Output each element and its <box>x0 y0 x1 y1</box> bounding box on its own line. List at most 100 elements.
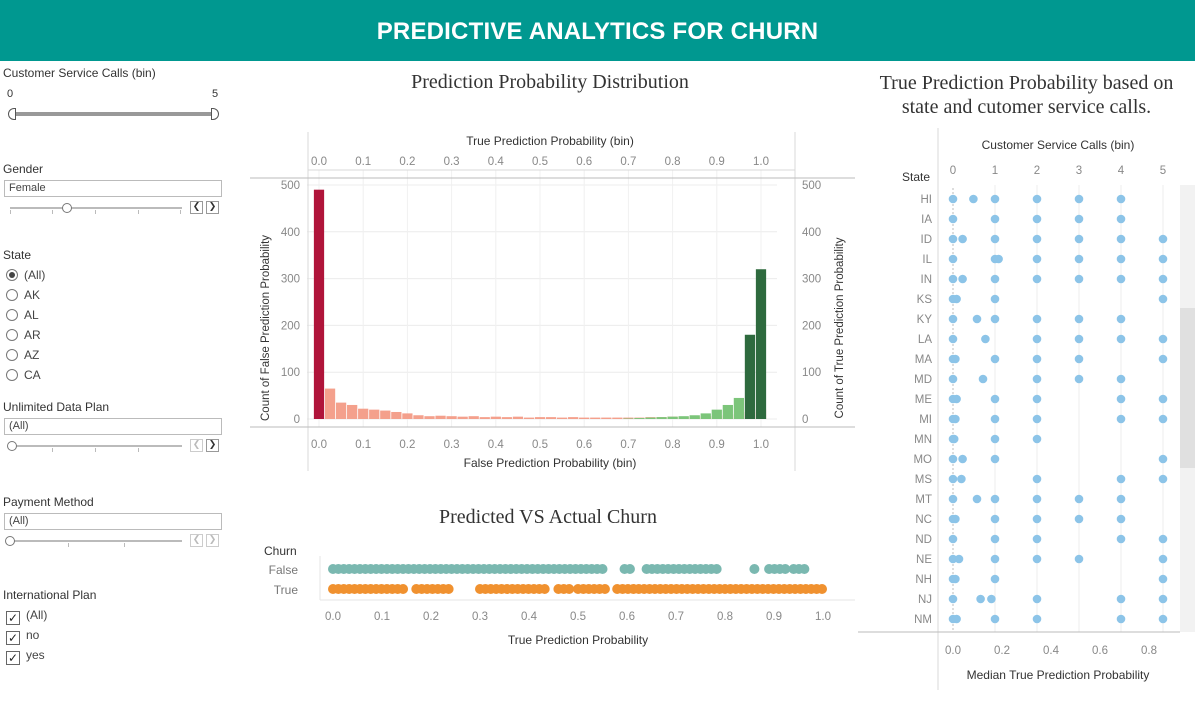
calls-range-max-handle[interactable] <box>211 108 219 120</box>
dot-point[interactable] <box>1116 514 1126 524</box>
histogram-bar-false[interactable] <box>568 417 579 419</box>
strip-point-true[interactable] <box>398 584 409 594</box>
dot-point[interactable] <box>1074 374 1084 384</box>
dot-point[interactable] <box>990 274 1000 284</box>
dot-point[interactable] <box>948 474 958 484</box>
dot-point[interactable] <box>1158 354 1168 364</box>
histogram-bar-false[interactable] <box>402 413 413 419</box>
dot-point[interactable] <box>990 494 1000 504</box>
gender-prev-button[interactable]: ❮ <box>190 201 203 214</box>
payment-dropdown[interactable]: (All) <box>4 513 222 530</box>
gender-dropdown[interactable]: Female <box>4 180 222 197</box>
dot-point[interactable] <box>1116 394 1126 404</box>
dot-point[interactable] <box>952 294 961 304</box>
histogram-bar-false[interactable] <box>347 404 358 419</box>
histogram-bar-false[interactable] <box>413 415 424 419</box>
histogram-bar-true[interactable] <box>700 413 711 419</box>
histogram-bar-true[interactable] <box>634 418 645 419</box>
dot-point[interactable] <box>1158 454 1168 464</box>
dot-point[interactable] <box>1116 234 1126 244</box>
dot-point[interactable] <box>972 314 982 324</box>
dot-point[interactable] <box>1032 474 1042 484</box>
payment-prev-button[interactable]: ❮ <box>190 534 203 547</box>
dot-point[interactable] <box>948 334 958 344</box>
dot-point[interactable] <box>958 454 967 464</box>
dot-point[interactable] <box>990 314 1000 324</box>
strip-point-true[interactable] <box>564 584 575 594</box>
dot-point[interactable] <box>1074 194 1084 204</box>
histogram-bar-false[interactable] <box>479 417 490 419</box>
histogram-bar-false[interactable] <box>512 416 524 419</box>
dot-point[interactable] <box>948 254 958 264</box>
dot-point[interactable] <box>990 294 1000 304</box>
data-plan-dropdown[interactable]: (All) <box>4 418 222 435</box>
dot-point[interactable] <box>1074 354 1084 364</box>
gender-slider-thumb[interactable] <box>62 203 72 213</box>
dot-point[interactable] <box>1116 254 1126 264</box>
dot-point[interactable] <box>948 234 958 244</box>
dot-point[interactable] <box>954 554 964 564</box>
dot-point[interactable] <box>1158 594 1168 604</box>
dot-point[interactable] <box>948 454 958 464</box>
dot-point[interactable] <box>951 354 960 364</box>
dot-point[interactable] <box>1158 474 1168 484</box>
histogram-bar-true[interactable] <box>656 417 667 419</box>
histogram-bar-false[interactable] <box>369 409 380 419</box>
histogram-bar-true[interactable] <box>755 269 767 419</box>
gender-next-button[interactable]: ❯ <box>206 201 219 214</box>
strip-point-false[interactable] <box>749 564 760 574</box>
data-plan-next-button[interactable]: ❯ <box>206 439 219 452</box>
histogram-bar-false[interactable] <box>579 417 590 419</box>
dot-point[interactable] <box>1032 594 1042 604</box>
strip-point-true[interactable] <box>443 584 454 594</box>
dot-point[interactable] <box>1158 414 1168 424</box>
strip-point-false[interactable] <box>780 564 791 574</box>
dot-point[interactable] <box>1032 414 1042 424</box>
dot-point[interactable] <box>1032 274 1042 284</box>
histogram-bar-false[interactable] <box>523 417 535 419</box>
dot-point[interactable] <box>981 334 990 344</box>
dot-point[interactable] <box>1032 194 1042 204</box>
dot-point[interactable] <box>1074 234 1084 244</box>
dot-point[interactable] <box>948 594 958 604</box>
dot-point[interactable] <box>952 394 961 404</box>
dot-point[interactable] <box>990 354 1000 364</box>
dot-point[interactable] <box>1032 254 1042 264</box>
dot-point[interactable] <box>1116 614 1126 624</box>
dot-point[interactable] <box>1032 234 1042 244</box>
dot-point[interactable] <box>957 474 966 484</box>
dot-point[interactable] <box>1116 594 1126 604</box>
histogram-chart[interactable]: 0 0 100 100 200 200 300 300 400 400 500 500 0.0 0.0 0.… <box>250 128 858 478</box>
dot-point[interactable] <box>1032 514 1042 524</box>
dot-point[interactable] <box>1116 274 1126 284</box>
intl-option-yes[interactable]: ✓ yes <box>6 648 45 666</box>
dot-point[interactable] <box>1074 494 1084 504</box>
intl-option-all[interactable]: ✓ (All) <box>6 608 47 626</box>
histogram-bar-false[interactable] <box>313 189 325 419</box>
dot-point[interactable] <box>1158 614 1168 624</box>
strip-point-true[interactable] <box>817 584 828 594</box>
dot-point[interactable] <box>1074 254 1084 264</box>
dot-point[interactable] <box>990 614 1000 624</box>
dot-point[interactable] <box>948 314 958 324</box>
dot-point[interactable] <box>994 254 1003 264</box>
state-option-az[interactable]: AZ <box>6 348 39 366</box>
state-option-ca[interactable]: CA <box>6 368 41 386</box>
dot-point[interactable] <box>948 554 958 564</box>
histogram-bar-true[interactable] <box>711 409 722 419</box>
dot-point[interactable] <box>1074 334 1084 344</box>
histogram-bar-false[interactable] <box>468 416 479 419</box>
dot-point[interactable] <box>990 454 1000 464</box>
dot-point[interactable] <box>951 514 960 524</box>
dot-point[interactable] <box>990 574 1000 584</box>
histogram-bar-false[interactable] <box>501 417 512 419</box>
dot-point[interactable] <box>948 194 958 204</box>
histogram-bar-false[interactable] <box>623 417 634 419</box>
dot-point[interactable] <box>1158 274 1168 284</box>
payment-slider-thumb[interactable] <box>5 536 15 546</box>
histogram-bar-true[interactable] <box>678 416 689 419</box>
dot-point[interactable] <box>958 274 967 284</box>
data-plan-prev-button[interactable]: ❮ <box>190 439 203 452</box>
calls-range-min-handle[interactable] <box>8 108 16 120</box>
strip-point-true[interactable] <box>599 584 610 594</box>
